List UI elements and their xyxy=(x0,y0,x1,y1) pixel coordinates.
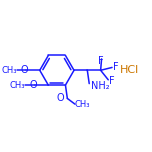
Text: F: F xyxy=(98,56,104,66)
Text: F: F xyxy=(109,76,115,86)
Text: NH₂: NH₂ xyxy=(91,81,110,90)
Text: CH₃: CH₃ xyxy=(75,100,90,109)
Text: CH₃: CH₃ xyxy=(10,81,26,90)
Text: O: O xyxy=(57,93,64,104)
Text: HCl: HCl xyxy=(119,65,139,75)
Text: F: F xyxy=(113,62,119,73)
Text: O: O xyxy=(21,65,28,75)
Text: CH₃: CH₃ xyxy=(1,66,17,75)
Text: O: O xyxy=(29,80,37,90)
